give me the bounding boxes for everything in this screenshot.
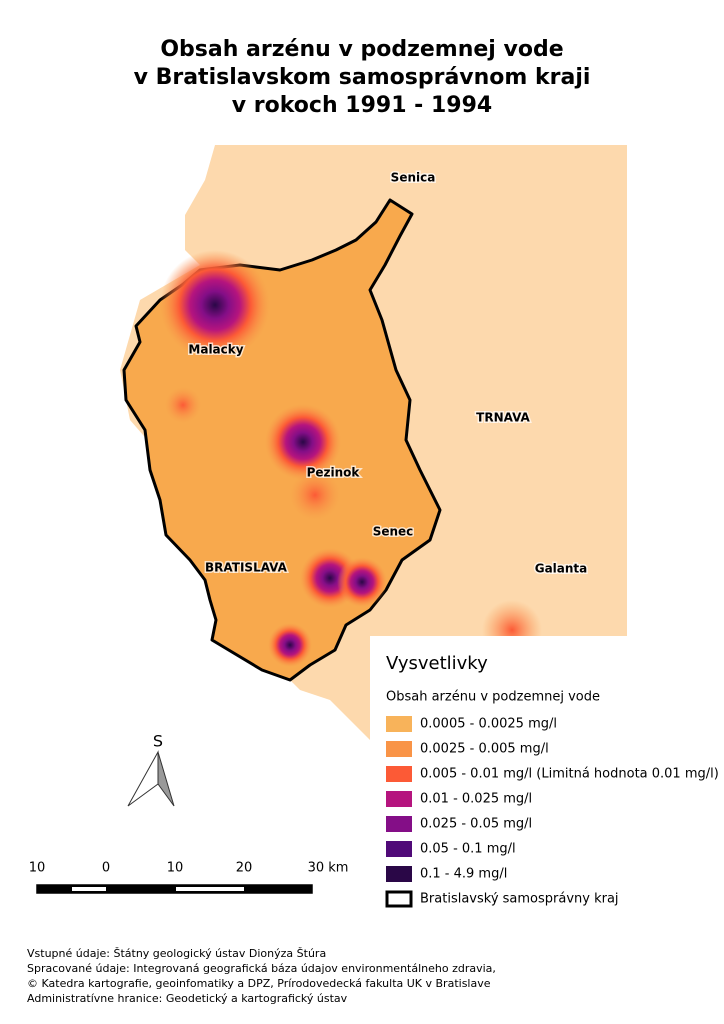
credit-line: Administratívne hranice: Geodetický a ka… — [27, 992, 348, 1005]
legend-swatch — [386, 716, 412, 732]
credit-line: © Katedra kartografie, geoinfomatiky a D… — [27, 977, 491, 990]
scale-label: 20 — [236, 861, 253, 876]
legend-swatch — [385, 890, 413, 908]
legend-label: 0.0005 - 0.0025 mg/l — [420, 717, 557, 732]
scale-label: 10 — [167, 861, 184, 876]
scale-label: 10 — [29, 861, 46, 876]
place-label: Galanta — [535, 562, 588, 576]
scale-bar — [36, 884, 313, 894]
place-label: Senica — [391, 171, 436, 185]
credit-line: Vstupné údaje: Štátny geologický ústav D… — [27, 947, 326, 960]
legend-label: 0.05 - 0.1 mg/l — [420, 842, 516, 857]
legend-label: 0.1 - 4.9 mg/l — [420, 867, 507, 882]
place-label: BRATISLAVA — [205, 561, 288, 575]
place-label: Pezinok — [307, 466, 361, 480]
legend-swatch — [386, 866, 412, 882]
legend-box — [370, 636, 724, 916]
legend-swatch — [386, 841, 412, 857]
legend-swatch — [386, 741, 412, 757]
legend-label: 0.0025 - 0.005 mg/l — [420, 742, 549, 757]
north-arrow — [127, 750, 175, 807]
legend-label: 0.025 - 0.05 mg/l — [420, 817, 532, 832]
scale-label: 30 km — [308, 861, 349, 876]
legend-title: Vysvetlivky — [386, 653, 488, 674]
legend-swatch — [386, 791, 412, 807]
legend-swatch — [386, 816, 412, 832]
legend-swatch — [386, 766, 412, 782]
north-label: S — [153, 732, 163, 751]
title-line: v Bratislavskom samosprávnom kraji — [134, 65, 591, 90]
credit-line: Spracované údaje: Integrovaná geografick… — [27, 962, 496, 975]
place-label: Senec — [373, 525, 414, 539]
place-label: Malacky — [188, 343, 243, 357]
legend-label: Bratislavský samosprávny kraj — [420, 892, 619, 907]
title-line: v rokoch 1991 - 1994 — [232, 93, 492, 118]
legend-label: 0.01 - 0.025 mg/l — [420, 792, 532, 807]
scale-label: 0 — [102, 861, 110, 876]
place-label: TRNAVA — [476, 411, 530, 425]
legend-items: 0.0005 - 0.0025 mg/l 0.0025 - 0.005 mg/l 0… — [385, 716, 719, 908]
legend-subtitle: Obsah arzénu v podzemnej vode — [386, 690, 600, 705]
hotspots — [160, 250, 542, 667]
title-line: Obsah arzénu v podzemnej vode — [160, 37, 563, 62]
legend-label: 0.005 - 0.01 mg/l (Limitná hodnota 0.01 … — [420, 767, 719, 782]
